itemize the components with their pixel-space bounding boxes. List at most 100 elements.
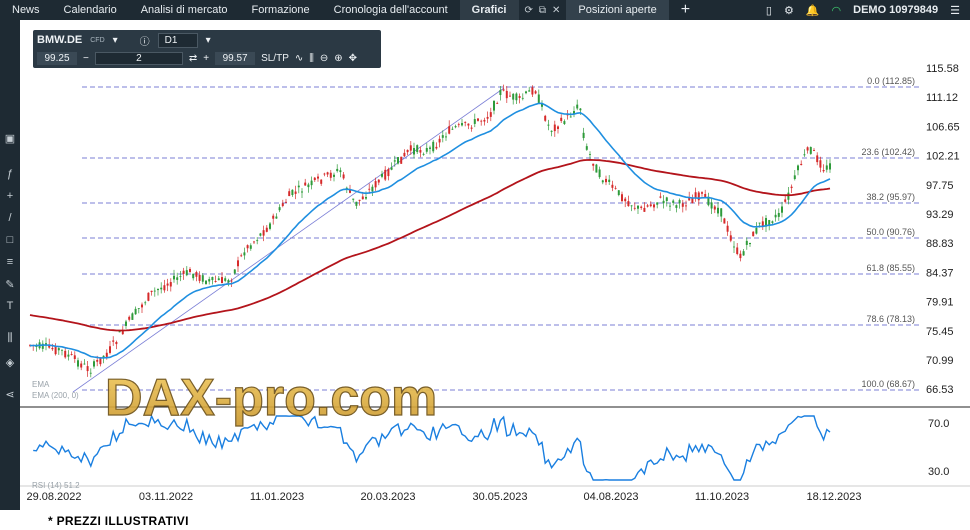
candle-body (713, 206, 716, 210)
pan-icon[interactable]: ✥ (348, 52, 358, 64)
close-icon[interactable]: ✕ (552, 4, 561, 16)
ema-fast-line (30, 102, 831, 359)
candle-body (349, 189, 351, 193)
candle-body (448, 126, 451, 134)
candle-body (451, 128, 454, 130)
candle-body (598, 169, 601, 178)
candle-body (45, 343, 47, 345)
zoom-out-icon[interactable]: ⊖ (319, 52, 329, 64)
tab-news[interactable]: News (12, 4, 40, 16)
candle-body (227, 280, 230, 283)
pencil-tool-icon[interactable]: ✎ (5, 279, 15, 291)
candle-body (301, 191, 303, 193)
candle-body (656, 202, 659, 205)
candle-body (649, 204, 652, 207)
fibonacci-tool-icon[interactable]: ≡ (6, 256, 14, 268)
indicators-icon[interactable]: ⫼ (7, 332, 13, 344)
candle-body (112, 340, 115, 342)
layers-icon[interactable]: ◈ (5, 357, 15, 369)
candle-body (285, 201, 287, 203)
candle-body (355, 201, 358, 206)
plus-icon[interactable]: + (203, 52, 210, 64)
indicator-label-ema-200[interactable]: EMA (200, 0) (32, 391, 79, 400)
candle-body (765, 218, 767, 227)
line-tool-icon[interactable]: / (8, 212, 12, 224)
candle-body (777, 212, 780, 217)
candle-body (547, 124, 550, 126)
candle-body (93, 361, 95, 367)
candle-body (262, 230, 265, 236)
ask-price[interactable]: 99.57 (215, 51, 256, 65)
x-axis-label-3: 20.03.2023 (360, 491, 415, 503)
account-label[interactable]: DEMO 10979849 (853, 4, 939, 16)
trend-line[interactable] (72, 87, 505, 393)
layout-icon[interactable]: ▯ (765, 4, 772, 17)
candle-body (454, 126, 457, 128)
candle-body (595, 164, 598, 173)
info-icon[interactable]: ⓘ (139, 36, 150, 48)
candle-body (477, 118, 479, 121)
candle-body (669, 205, 671, 207)
text-tool-icon[interactable]: T (6, 300, 14, 312)
price-chart[interactable]: 0.0 (112.85) 23.6 (102.42) 38.2 (95.97) 50.… (20, 20, 970, 510)
chart-area[interactable]: 0.0 (112.85) 23.6 (102.42) 38.2 (95.97) 50.… (20, 20, 970, 510)
bell-icon[interactable]: 🔔 (805, 4, 820, 17)
candle-body (675, 205, 678, 208)
tab-analisi-di-mercato[interactable]: Analisi di mercato (140, 4, 228, 16)
candle-body (726, 225, 729, 232)
add-tab-button[interactable]: + (680, 1, 691, 18)
candle-body (304, 182, 307, 186)
top-navigation-bar: News Calendario Analisi di mercato Forma… (0, 0, 970, 20)
candle-body (310, 180, 313, 186)
candle-body (185, 270, 188, 276)
chevron-down-icon[interactable]: ▾ (112, 34, 118, 46)
settings-icon[interactable]: ⚙ (783, 4, 794, 17)
candle-body (672, 200, 675, 203)
chevron-down-icon[interactable]: ▾ (205, 34, 211, 46)
candle-body (611, 184, 614, 188)
function-icon[interactable]: ƒ (6, 168, 14, 180)
line-chart-icon[interactable]: ∿ (294, 52, 304, 64)
drawing-toolbar: ▣ ƒ + / □ ≡ ✎ T ⫼ ◈ ⋖ (0, 20, 20, 510)
bid-price[interactable]: 99.25 (37, 51, 77, 65)
rectangle-tool-icon[interactable]: □ (6, 234, 14, 246)
crosshair-icon[interactable]: + (6, 190, 14, 202)
tab-posizioni-aperte[interactable]: Posizioni aperte (566, 0, 669, 20)
candle-body (694, 192, 697, 198)
menu-icon[interactable]: ☰ (950, 4, 960, 17)
quantity-input[interactable]: 2 (94, 51, 183, 65)
x-axis-label-4: 30.05.2023 (472, 491, 527, 503)
minus-icon[interactable]: − (83, 52, 89, 64)
account-area: ▯ ⚙ 🔔 ◠ DEMO 10979849 ☰ (766, 4, 970, 17)
restore-icon[interactable]: ⧉ (538, 4, 547, 16)
refresh-icon[interactable]: ⟳ (524, 4, 533, 16)
tab-formazione[interactable]: Formazione (251, 4, 310, 16)
symbol-name[interactable]: BMW.DE (37, 34, 83, 46)
share-icon[interactable]: ⋖ (5, 389, 15, 401)
swap-icon[interactable]: ⇄ (188, 52, 198, 64)
candle-chart-icon[interactable]: ⫼ (309, 52, 314, 64)
candle-body (189, 269, 191, 273)
tab-grafici[interactable]: Grafici (459, 0, 519, 20)
tab-cronologia-account[interactable]: Cronologia dell'account (333, 4, 448, 16)
indicator-label-ema[interactable]: EMA (32, 380, 50, 389)
sltp-button[interactable]: SL/TP (261, 52, 289, 64)
candle-body (576, 104, 579, 109)
indicator-label-rsi[interactable]: RSI (14) 51.2 (32, 481, 80, 490)
y-axis-label-2: 106.65 (926, 121, 960, 133)
zoom-in-icon[interactable]: ⊕ (334, 52, 343, 64)
candle-body (544, 115, 547, 121)
candle-body (813, 150, 815, 151)
candle-body (496, 103, 499, 105)
timeframe-select[interactable]: D1 (157, 32, 198, 48)
candle-body (758, 222, 761, 224)
candle-body (233, 269, 236, 274)
chart-panel-icon[interactable]: ▣ (4, 133, 16, 145)
candle-body (313, 177, 316, 181)
candle-body (585, 146, 588, 150)
candle-body (307, 184, 310, 188)
candle-body (630, 205, 633, 207)
fib-label-1: 23.6 (102.42) (861, 147, 915, 157)
tab-calendario[interactable]: Calendario (63, 4, 117, 16)
candle-body (163, 285, 166, 291)
